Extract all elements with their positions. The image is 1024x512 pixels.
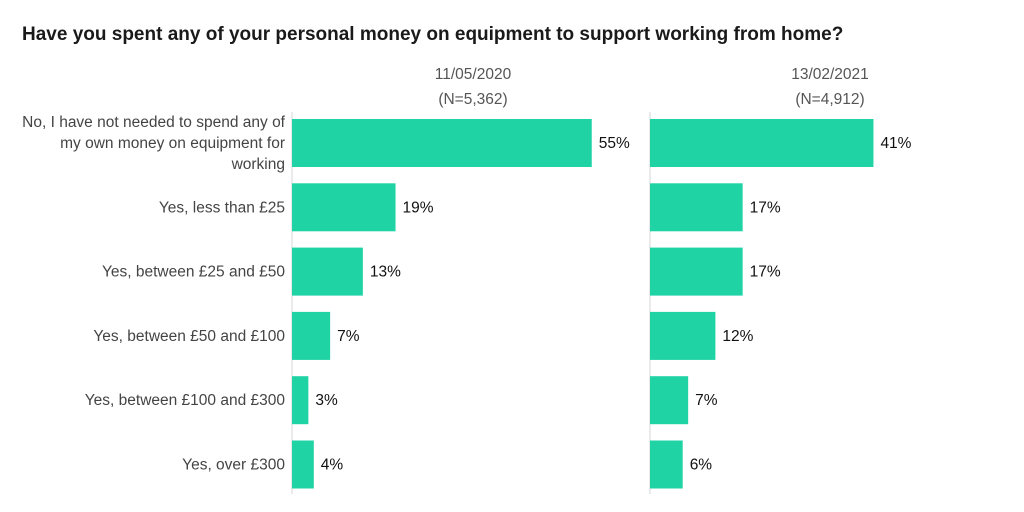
category-label: Yes, over £300 (182, 457, 285, 474)
category-label: Yes, between £50 and £100 (93, 328, 285, 345)
data-label: 7% (337, 328, 360, 345)
data-label: 7% (695, 392, 718, 409)
bar (650, 247, 743, 296)
panel-n-label: (N=4,912) (795, 91, 864, 108)
data-label: 4% (321, 457, 344, 474)
data-label: 13% (370, 264, 401, 281)
bar (292, 183, 396, 232)
category-label: Yes, between £25 and £50 (102, 264, 285, 281)
bar (292, 376, 309, 425)
panel-date-label: 11/05/2020 (435, 66, 512, 83)
bar (650, 183, 743, 232)
bar (292, 311, 331, 360)
data-label: 41% (880, 135, 911, 152)
bar (292, 440, 314, 489)
category-label: Yes, between £100 and £300 (85, 392, 286, 409)
bar (650, 376, 689, 425)
data-label: 55% (599, 135, 630, 152)
data-label: 3% (315, 392, 338, 409)
bar (650, 440, 683, 489)
data-label: 17% (750, 264, 781, 281)
chart-title: Have you spent any of your personal mone… (22, 24, 844, 45)
bar (650, 119, 874, 167)
panel-n-label: (N=5,362) (438, 91, 507, 108)
data-label: 19% (403, 199, 434, 216)
category-label: No, I have not needed to spend any of (22, 114, 286, 131)
bar (292, 119, 592, 167)
category-label: Yes, less than £25 (159, 199, 285, 216)
category-label: my own money on equipment for (60, 135, 285, 152)
data-label: 12% (722, 328, 753, 345)
data-label: 6% (690, 457, 713, 474)
bar (650, 311, 716, 360)
bar (292, 247, 363, 296)
data-label: 17% (750, 199, 781, 216)
category-label: working (231, 156, 285, 173)
panel-date-label: 13/02/2021 (791, 66, 869, 83)
